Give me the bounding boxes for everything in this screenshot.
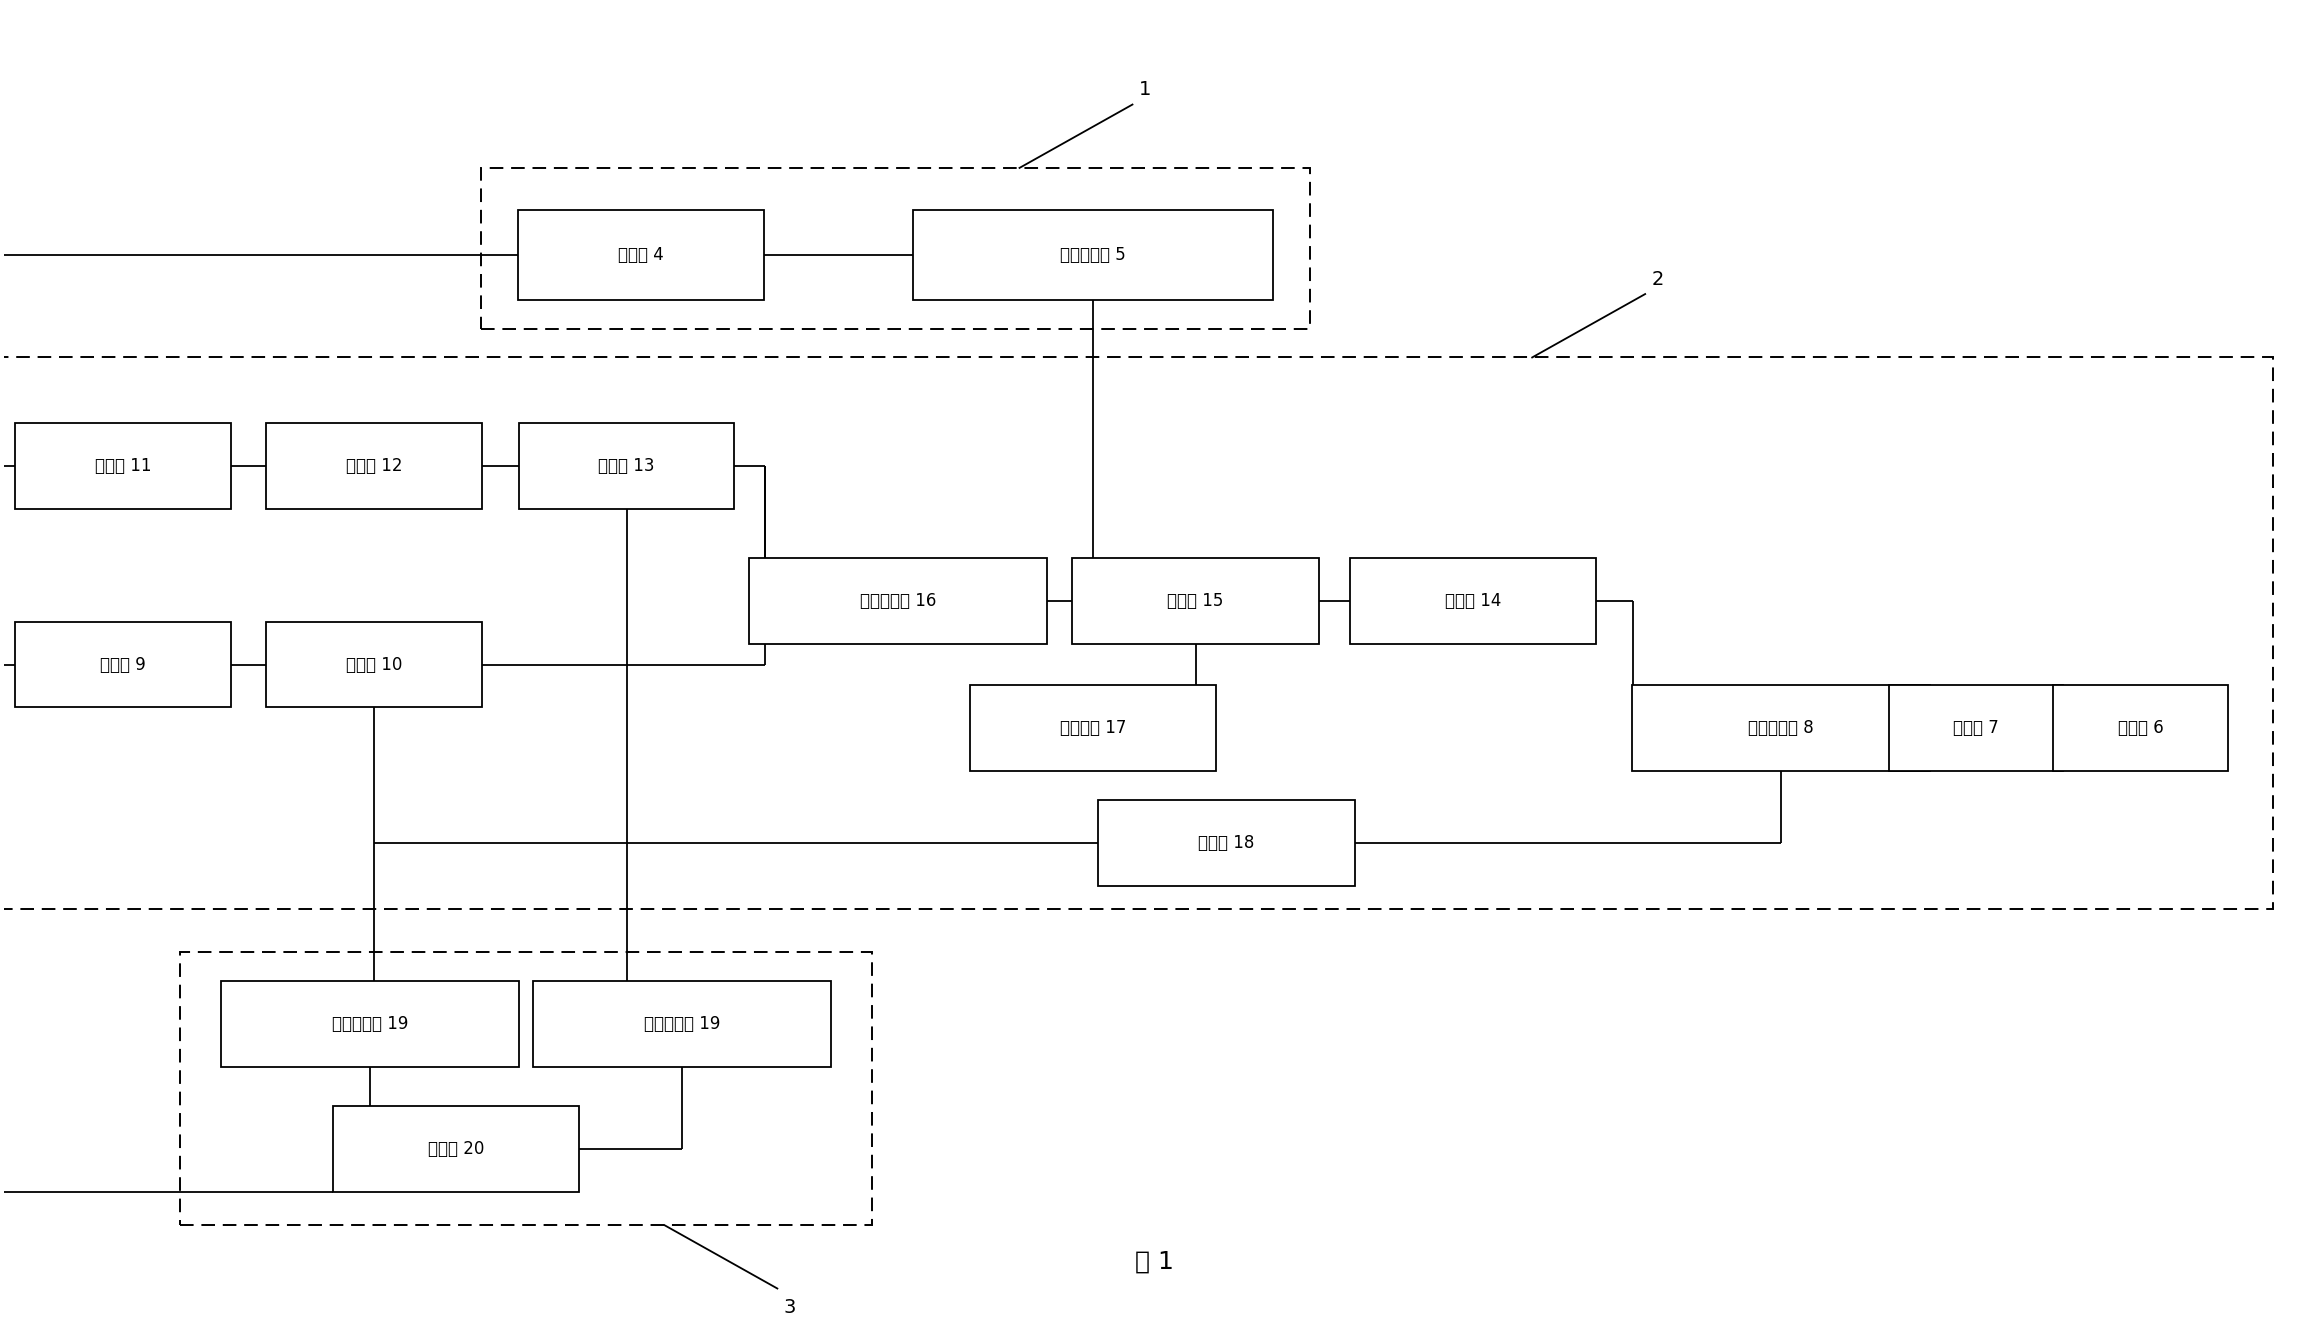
Bar [1351, 558, 1596, 645]
Bar [16, 424, 231, 509]
Text: 隔离器 9: 隔离器 9 [99, 655, 145, 674]
Text: 匹配负载 17: 匹配负载 17 [1060, 719, 1127, 736]
Text: 移相器 18: 移相器 18 [1198, 833, 1254, 852]
Bar [2053, 684, 2228, 771]
Text: 微波谐振腔 5: 微波谐振腔 5 [1060, 246, 1127, 264]
Bar [180, 952, 873, 1225]
Text: 前置放大器 19: 前置放大器 19 [644, 1015, 720, 1033]
Bar [0, 358, 2272, 909]
Bar [517, 210, 764, 300]
Bar [16, 622, 231, 707]
Bar [222, 981, 520, 1067]
Text: 示波器 20: 示波器 20 [427, 1140, 485, 1158]
Text: 混频器 10: 混频器 10 [346, 655, 402, 674]
Text: 环形器 15: 环形器 15 [1168, 593, 1224, 610]
Bar [1071, 558, 1318, 645]
Text: 功率分配器 16: 功率分配器 16 [859, 593, 935, 610]
Bar [748, 558, 1046, 645]
Text: 激光器 4: 激光器 4 [619, 246, 663, 264]
Text: 隔离器 11: 隔离器 11 [95, 457, 152, 476]
Text: 混频器 13: 混频器 13 [598, 457, 656, 476]
Bar [332, 1106, 580, 1192]
Text: 3: 3 [783, 1297, 797, 1317]
Bar [520, 424, 734, 509]
Text: 功率分配器 8: 功率分配器 8 [1748, 719, 1815, 736]
Bar [266, 622, 483, 707]
Bar [1889, 684, 2064, 771]
Bar [533, 981, 831, 1067]
Bar [266, 424, 483, 509]
Text: 衰减器 14: 衰减器 14 [1445, 593, 1501, 610]
Text: 2: 2 [1651, 270, 1665, 288]
Text: 图 1: 图 1 [1136, 1249, 1173, 1273]
Text: 微波源 6: 微波源 6 [2117, 719, 2164, 736]
Bar [480, 167, 1309, 330]
Bar [1099, 800, 1355, 885]
Text: 1: 1 [1138, 80, 1150, 100]
Text: 隔离器 7: 隔离器 7 [1953, 719, 2000, 736]
Bar [1632, 684, 1930, 771]
Bar [912, 210, 1272, 300]
Text: 移相器 12: 移相器 12 [346, 457, 402, 476]
Bar [970, 684, 1217, 771]
Text: 前置放大器 19: 前置放大器 19 [332, 1015, 409, 1033]
